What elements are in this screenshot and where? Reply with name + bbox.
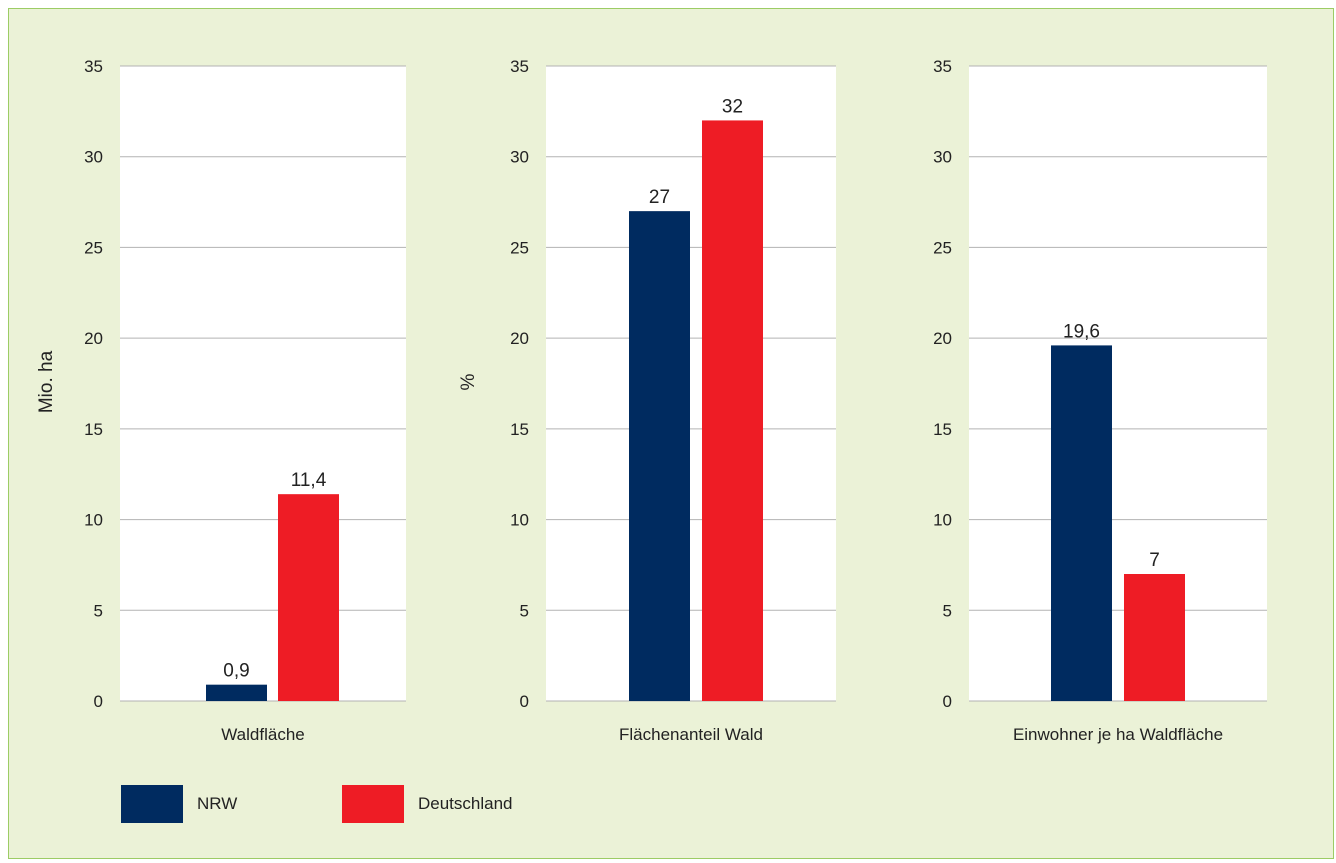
y-axis-label: % xyxy=(458,373,479,390)
legend-item-nrw: NRW xyxy=(121,785,237,823)
legend-label-deutschland: Deutschland xyxy=(418,794,513,813)
legend-swatch-nrw xyxy=(121,785,183,823)
y-tick-label: 35 xyxy=(933,57,952,76)
y-tick-label: 15 xyxy=(933,420,952,439)
y-tick-label: 25 xyxy=(933,238,952,257)
data-label-deutschland: 7 xyxy=(1149,550,1160,571)
y-tick-label: 20 xyxy=(933,329,952,348)
plot-area-3 xyxy=(969,66,1267,701)
plot-area-2 xyxy=(546,66,836,701)
y-tick-label: 5 xyxy=(520,601,529,620)
y-tick-label: 5 xyxy=(943,601,952,620)
bar-deutschland xyxy=(278,494,339,701)
y-tick-label: 30 xyxy=(84,148,103,167)
y-tick-label: 0 xyxy=(943,692,952,711)
legend-label-nrw: NRW xyxy=(197,794,238,813)
legend-item-deutschland: Deutschland xyxy=(342,785,513,823)
bar-deutschland xyxy=(702,120,763,701)
data-label-nrw: 19,6 xyxy=(1063,321,1100,342)
y-tick-label: 35 xyxy=(84,57,103,76)
x-category-label: Einwohner je ha Waldfläche xyxy=(1013,725,1223,744)
y-tick-label: 5 xyxy=(94,601,103,620)
y-tick-label: 35 xyxy=(510,57,529,76)
y-tick-label: 0 xyxy=(94,692,103,711)
y-axis-label: Mio. ha xyxy=(36,350,57,413)
x-category-label: Waldfläche xyxy=(221,725,304,744)
bar-nrw xyxy=(1051,345,1112,701)
data-label-deutschland: 11,4 xyxy=(291,470,327,491)
data-label-nrw: 27 xyxy=(649,187,670,208)
plot-area-1 xyxy=(120,66,406,701)
y-tick-label: 10 xyxy=(933,511,952,530)
y-tick-label: 30 xyxy=(933,148,952,167)
y-tick-label: 20 xyxy=(510,329,529,348)
y-tick-label: 25 xyxy=(84,238,103,257)
y-tick-label: 20 xyxy=(84,329,103,348)
data-label-deutschland: 32 xyxy=(722,96,743,117)
y-tick-label: 15 xyxy=(84,420,103,439)
y-tick-label: 15 xyxy=(510,420,529,439)
bar-nrw xyxy=(206,684,267,701)
y-tick-label: 10 xyxy=(510,511,529,530)
y-tick-label: 10 xyxy=(84,511,103,530)
data-label-nrw: 0,9 xyxy=(223,661,249,682)
x-category-label: Flächenanteil Wald xyxy=(619,725,763,744)
y-tick-label: 30 xyxy=(510,148,529,167)
bar-nrw xyxy=(629,211,690,701)
bar-deutschland xyxy=(1124,574,1185,701)
y-tick-label: 0 xyxy=(520,692,529,711)
y-tick-label: 25 xyxy=(510,238,529,257)
legend-swatch-deutschland xyxy=(342,785,404,823)
